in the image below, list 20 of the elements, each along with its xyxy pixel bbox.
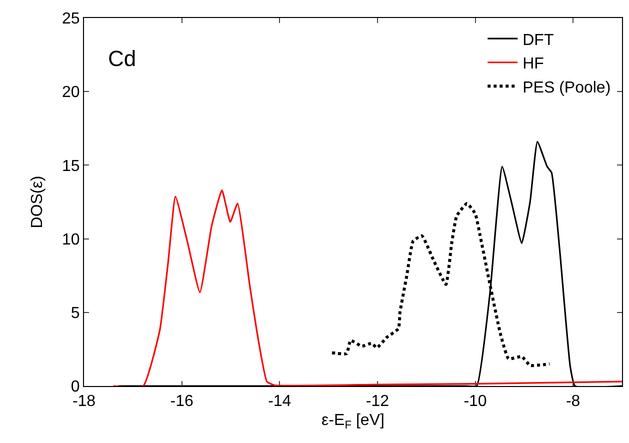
legend-label: HF <box>522 56 544 73</box>
y-tick-label: 5 <box>70 305 80 322</box>
y-tick-label: 25 <box>62 10 80 28</box>
x-tick-label: -8 <box>566 393 580 410</box>
y-tick-label: 20 <box>62 84 80 102</box>
legend-label: PES (Poole) <box>522 79 611 96</box>
y-tick-label: 15 <box>62 158 80 175</box>
x-tick-label: -14 <box>268 393 292 410</box>
line-series <box>112 189 622 386</box>
line-series <box>330 202 552 368</box>
annotation: Cd <box>108 46 136 71</box>
x-tick-label: -18 <box>72 393 96 410</box>
legend-label: DFT <box>522 32 554 49</box>
x-axis-title: ε-E$_{F}$ [eV] <box>322 412 384 432</box>
y-tick-label: 10 <box>62 231 80 248</box>
x-tick-label: -16 <box>170 393 194 410</box>
x-tick-label: -10 <box>464 393 487 410</box>
x-tick-label: -12 <box>366 393 390 410</box>
y-axis-title: DOS(ε) <box>29 176 46 228</box>
y-tick-label: 0 <box>70 378 80 396</box>
